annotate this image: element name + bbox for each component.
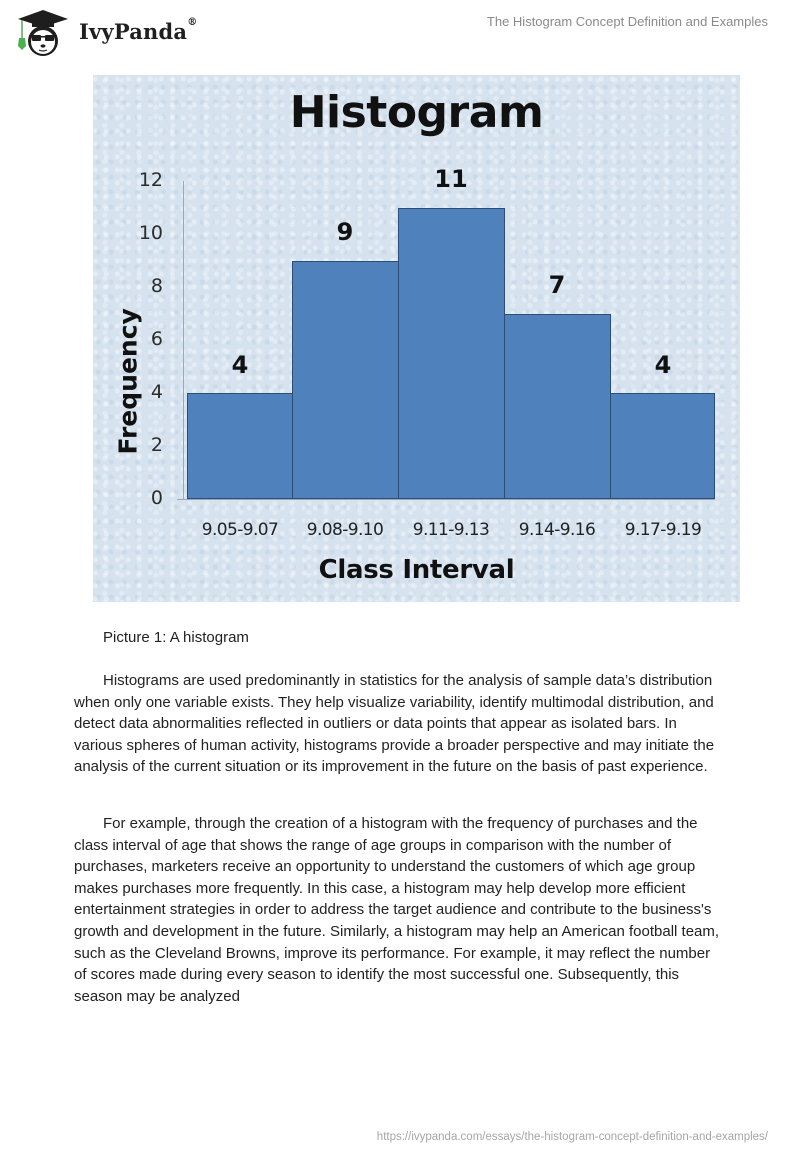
page-header: IvyPanda® The Histogram Concept Definiti… — [0, 0, 800, 66]
registered-mark: ® — [187, 17, 198, 28]
x-tick: 9.08-9.10 — [306, 520, 384, 540]
bar-value-label: 4 — [654, 351, 672, 379]
y-tick: 10 — [138, 222, 163, 244]
y-tick: 12 — [138, 169, 163, 191]
x-tick: 9.11-9.13 — [412, 520, 490, 540]
histogram-bar — [398, 208, 505, 499]
chart-title: Histogram — [289, 87, 544, 138]
histogram-bar — [292, 261, 399, 499]
x-axis-line — [177, 499, 715, 500]
body-paragraph: For example, through the creation of a h… — [74, 815, 720, 1005]
brand-name[interactable]: IvyPanda® — [79, 17, 198, 44]
histogram-bar — [504, 314, 611, 499]
x-axis-label: Class Interval — [318, 555, 515, 585]
document-title: The Histogram Concept Definition and Exa… — [486, 14, 768, 29]
bar-value-label: 4 — [231, 351, 249, 379]
y-tick: 0 — [150, 487, 163, 509]
body-paragraph: Histograms are used predominantly in sta… — [74, 672, 715, 776]
y-tick: 6 — [150, 328, 163, 350]
source-url[interactable]: https://ivypanda.com/essays/the-histogra… — [376, 1131, 768, 1143]
bar-value-label: 11 — [434, 165, 468, 193]
bar-value-label: 7 — [548, 271, 566, 299]
x-tick: 9.17-9.19 — [624, 520, 702, 540]
histogram-figure: Histogram Frequency 0 2 4 6 8 10 12 4 9 … — [93, 75, 740, 602]
x-tick: 9.05-9.07 — [201, 520, 279, 540]
histogram-bar — [187, 393, 293, 499]
y-axis-line — [183, 181, 184, 499]
y-tick: 8 — [150, 275, 163, 297]
y-tick: 2 — [150, 434, 163, 456]
bar-value-label: 9 — [336, 218, 354, 246]
histogram-bar — [610, 393, 715, 499]
ivypanda-logo-icon[interactable] — [16, 8, 70, 58]
figure-caption: Picture 1: A histogram — [103, 629, 249, 646]
x-tick: 9.14-9.16 — [518, 520, 596, 540]
y-tick: 4 — [150, 381, 163, 403]
